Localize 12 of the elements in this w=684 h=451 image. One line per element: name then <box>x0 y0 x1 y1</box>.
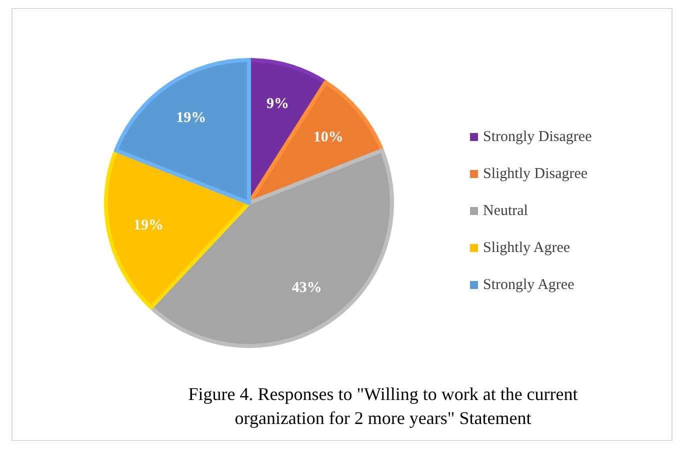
data-label: 19% <box>134 217 164 234</box>
legend-label: Strongly Agree <box>483 277 575 293</box>
caption: Figure 4. Responses to "Willing to work at the current organization for 2 more years" Statement <box>188 384 578 428</box>
legend-label: Slightly Agree <box>483 240 570 256</box>
data-label: 9% <box>266 96 289 112</box>
data-label: 10% <box>313 129 344 146</box>
pie-slice <box>114 58 251 205</box>
data-label: 43% <box>292 280 322 296</box>
legend-label: Neutral <box>483 203 528 219</box>
legend-label: Strongly Disagree <box>483 129 592 145</box>
legend-label: Slightly Disagree <box>483 166 588 182</box>
data-label: 19% <box>176 110 206 126</box>
